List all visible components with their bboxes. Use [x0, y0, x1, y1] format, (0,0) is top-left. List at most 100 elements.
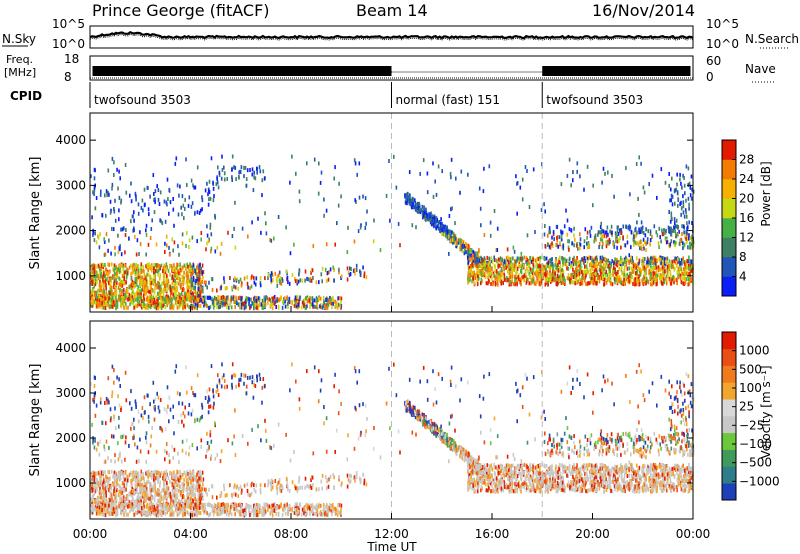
data-cell	[560, 182, 563, 187]
data-cell	[246, 298, 248, 303]
data-cell	[568, 256, 571, 261]
data-cell	[278, 278, 281, 283]
data-cell	[165, 262, 168, 267]
data-cell	[579, 263, 582, 268]
data-cell	[610, 261, 613, 266]
data-cell	[662, 273, 665, 278]
data-cell	[261, 178, 264, 183]
data-cell	[120, 284, 123, 289]
data-cell	[170, 286, 173, 291]
data-cell	[467, 276, 469, 281]
data-cell	[338, 295, 340, 300]
data-cell	[636, 230, 638, 235]
data-cell	[597, 273, 599, 277]
data-cell	[489, 271, 491, 276]
data-cell	[629, 258, 632, 263]
data-cell	[667, 264, 670, 269]
data-cell	[230, 295, 233, 300]
data-cell	[217, 165, 219, 170]
data-cell	[545, 267, 547, 272]
data-cell	[108, 238, 110, 243]
data-cell	[646, 260, 649, 265]
data-cell	[172, 502, 175, 507]
data-cell	[635, 265, 637, 270]
data-cell	[559, 255, 561, 260]
data-cell	[197, 281, 200, 286]
data-cell	[109, 304, 112, 309]
data-cell	[684, 277, 686, 282]
data-cell	[473, 258, 475, 263]
data-cell	[355, 263, 358, 268]
data-cell	[498, 276, 501, 281]
data-cell	[143, 187, 146, 192]
data-cell	[462, 240, 465, 245]
data-cell	[338, 267, 340, 272]
data-cell	[206, 285, 208, 290]
data-cell	[461, 244, 463, 249]
data-cell	[200, 270, 202, 275]
data-cell	[682, 281, 684, 286]
data-cell	[424, 208, 427, 213]
data-cell	[136, 291, 139, 296]
data-cell	[601, 259, 604, 264]
data-cell	[648, 182, 650, 186]
data-cell	[156, 266, 158, 271]
data-cell	[212, 300, 214, 305]
data-cell	[131, 279, 134, 284]
data-cell	[158, 202, 161, 206]
data-cell	[270, 274, 272, 279]
data-cell	[671, 194, 674, 199]
data-cell	[164, 477, 167, 482]
data-cell	[679, 273, 682, 278]
data-cell	[113, 209, 116, 214]
data-cell	[562, 269, 564, 274]
data-cell	[664, 236, 667, 241]
data-cell	[108, 192, 110, 197]
data-cell	[547, 282, 549, 287]
data-cell	[559, 269, 561, 274]
data-cell	[665, 281, 668, 286]
data-cell	[655, 279, 657, 284]
data-cell	[97, 276, 100, 281]
data-cell	[145, 286, 147, 291]
data-cell	[164, 270, 167, 274]
data-cell	[208, 179, 211, 184]
data-cell	[105, 297, 108, 301]
data-cell	[440, 217, 442, 222]
data-cell	[619, 259, 621, 264]
data-cell	[119, 485, 122, 490]
data-cell	[188, 264, 191, 269]
data-cell	[220, 241, 223, 246]
data-cell	[532, 265, 535, 270]
data-cell	[169, 479, 171, 484]
data-cell	[205, 247, 207, 252]
data-cell	[346, 266, 349, 271]
data-cell	[582, 258, 584, 263]
data-cell	[582, 273, 584, 278]
data-cell	[474, 254, 476, 259]
data-cell	[673, 217, 676, 222]
data-cell	[227, 230, 229, 235]
data-cell	[254, 295, 256, 300]
data-cell	[143, 497, 145, 502]
data-cell	[359, 269, 361, 274]
data-cell	[556, 235, 559, 240]
data-cell	[563, 281, 565, 286]
data-cell	[171, 297, 173, 302]
data-cell	[103, 291, 105, 296]
data-cell	[99, 470, 102, 475]
data-cell	[543, 232, 546, 237]
data-cell	[222, 295, 225, 300]
data-cell	[259, 283, 262, 288]
freq-tick-top: 18	[64, 52, 79, 66]
data-cell	[452, 231, 455, 236]
data-cell	[528, 205, 531, 209]
data-cell	[595, 281, 597, 285]
data-cell	[308, 298, 311, 303]
data-cell	[516, 282, 518, 287]
data-cell	[506, 275, 508, 280]
data-cell	[486, 260, 488, 265]
data-cell	[276, 283, 279, 288]
data-cell	[468, 265, 471, 270]
data-cell	[676, 263, 678, 268]
